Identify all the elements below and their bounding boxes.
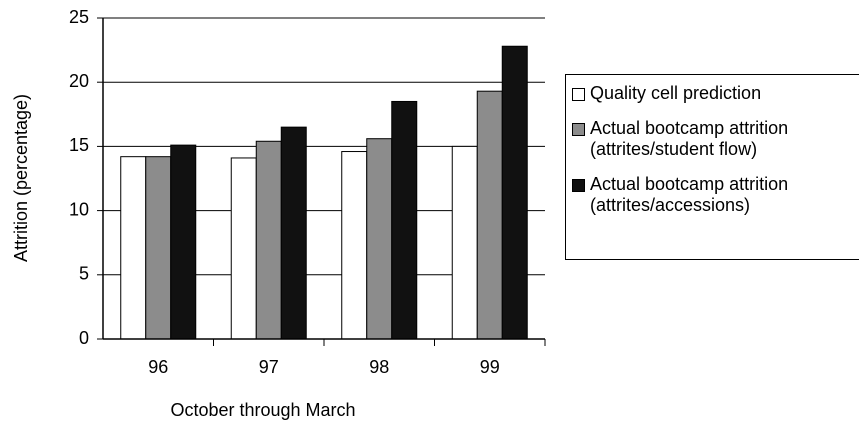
legend-label: Quality cell prediction	[590, 83, 762, 103]
bar	[145, 156, 172, 340]
bar	[366, 138, 393, 340]
x-tick-label: 96	[148, 357, 168, 377]
x-axis-label: October through March	[170, 400, 355, 420]
bar	[255, 140, 282, 340]
bar	[120, 156, 147, 340]
y-tick-label: 10	[69, 199, 89, 219]
y-tick-label: 25	[69, 7, 89, 27]
legend-label: Actual bootcamp attrition (attrites/stud…	[590, 118, 789, 159]
y-tick-label: 20	[69, 71, 89, 91]
bar	[280, 126, 307, 340]
bar	[391, 100, 418, 340]
bar	[230, 157, 257, 340]
bar	[501, 45, 528, 340]
legend-swatch	[572, 179, 585, 192]
x-tick-label: 99	[480, 357, 500, 377]
legend-item: Actual bootcamp attrition (attrites/stud…	[572, 118, 858, 160]
legend-swatch	[572, 88, 585, 101]
bar	[451, 145, 478, 340]
bar	[170, 144, 197, 340]
y-axis-label: Attrition (percentage)	[11, 94, 31, 262]
legend: Quality cell prediction Actual bootcamp a…	[565, 74, 859, 260]
y-tick-label: 0	[79, 328, 89, 348]
legend-swatch	[572, 123, 585, 136]
bar	[476, 90, 503, 340]
legend-label: Actual bootcamp attrition (attrites/acce…	[590, 174, 789, 215]
x-tick-label: 98	[369, 357, 389, 377]
y-tick-label: 5	[79, 264, 89, 284]
x-tick-label: 97	[259, 357, 279, 377]
legend-item: Quality cell prediction	[572, 83, 858, 104]
legend-item: Actual bootcamp attrition (attrites/acce…	[572, 174, 858, 216]
bar	[341, 151, 368, 340]
y-tick-label: 15	[69, 135, 89, 155]
